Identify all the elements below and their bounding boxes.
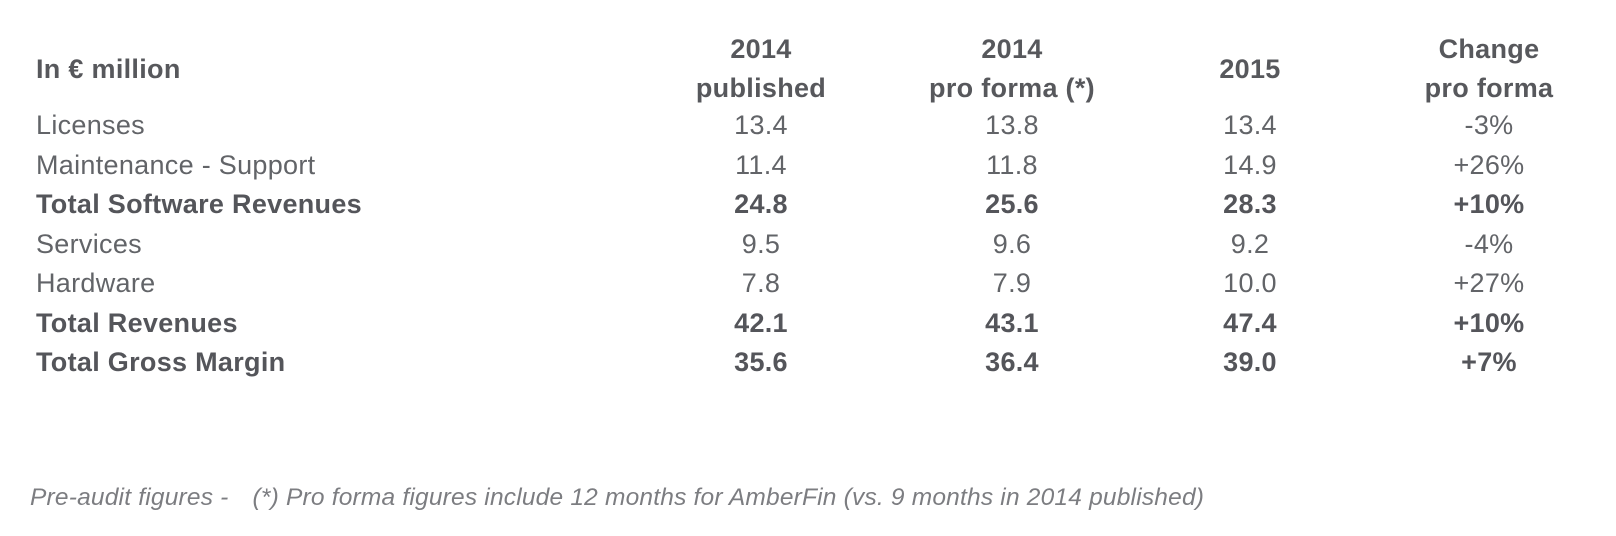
column-header-line: 2014 <box>730 34 792 64</box>
row-label: Total Revenues <box>36 307 238 338</box>
cell-change-pro-forma: +7% <box>1461 347 1517 378</box>
row-label: Licenses <box>36 110 145 141</box>
column-header-line: pro forma <box>1424 73 1554 103</box>
cell-2014-pro-forma: 13.8 <box>985 110 1039 141</box>
column-header-line: 2014 <box>981 34 1043 64</box>
column-header-change-pro-forma: Change pro forma <box>1362 30 1616 108</box>
table-row: Services 9.5 9.6 9.2 -4% <box>0 225 1616 265</box>
table-row: Total Revenues 42.1 43.1 47.4 +10% <box>0 304 1616 344</box>
footnote-pro-forma-note: (*) Pro forma figures include 12 months … <box>252 484 1205 511</box>
table-row: Total Software Revenues 24.8 25.6 28.3 +… <box>0 185 1616 225</box>
cell-2014-published: 11.4 <box>735 149 787 180</box>
cell-2014-published: 13.4 <box>734 110 788 141</box>
cell-change-pro-forma: -3% <box>1464 110 1514 141</box>
cell-2015: 13.4 <box>1223 110 1277 141</box>
row-label: Total Gross Margin <box>36 347 286 378</box>
cell-2015: 28.3 <box>1223 189 1277 220</box>
cell-2014-published: 35.6 <box>734 347 788 378</box>
footnote: Pre-audit figures - (*) Pro forma figures… <box>30 484 1204 512</box>
cell-2014-published: 24.8 <box>734 189 788 220</box>
cell-2014-published: 42.1 <box>734 307 788 338</box>
table-body: Licenses 13.4 13.8 13.4 -3% Maintenance … <box>0 106 1616 383</box>
cell-2015: 9.2 <box>1230 228 1270 259</box>
table-row: Licenses 13.4 13.8 13.4 -3% <box>0 106 1616 146</box>
table-row: Total Gross Margin 35.6 36.4 39.0 +7% <box>0 343 1616 383</box>
cell-2014-pro-forma: 9.6 <box>992 228 1032 259</box>
row-label: Hardware <box>36 268 156 299</box>
cell-2014-pro-forma: 11.8 <box>986 149 1038 180</box>
column-header-line: Change <box>1438 34 1540 64</box>
column-header-2015: 2015 <box>1138 30 1362 108</box>
row-label: Services <box>36 228 142 259</box>
footnote-pre-audit: Pre-audit figures - <box>30 484 229 511</box>
cell-change-pro-forma: -4% <box>1464 228 1514 259</box>
cell-2014-pro-forma: 43.1 <box>985 307 1039 338</box>
cell-2015: 10.0 <box>1223 268 1277 299</box>
cell-change-pro-forma: +26% <box>1453 149 1525 180</box>
cell-2014-pro-forma: 25.6 <box>985 189 1039 220</box>
cell-change-pro-forma: +10% <box>1453 189 1525 220</box>
table-header-row: In € million 2014 published 2014 pro for… <box>0 0 1616 108</box>
column-header-line: pro forma (*) <box>929 73 1095 103</box>
table-row: Hardware 7.8 7.9 10.0 +27% <box>0 264 1616 304</box>
row-label: Total Software Revenues <box>36 189 362 220</box>
cell-2014-published: 9.5 <box>741 228 781 259</box>
cell-2015: 39.0 <box>1223 347 1277 378</box>
table-row: Maintenance - Support 11.4 11.8 14.9 +26… <box>0 146 1616 186</box>
cell-2014-published: 7.8 <box>741 268 781 299</box>
column-header-2014-pro-forma: 2014 pro forma (*) <box>886 30 1138 108</box>
column-header-line: 2015 <box>1219 53 1281 84</box>
cell-2015: 14.9 <box>1223 149 1277 180</box>
unit-label: In € million <box>36 53 181 84</box>
row-label: Maintenance - Support <box>36 149 316 180</box>
cell-change-pro-forma: +10% <box>1453 307 1525 338</box>
cell-change-pro-forma: +27% <box>1453 268 1525 299</box>
cell-2014-pro-forma: 36.4 <box>985 347 1039 378</box>
column-header-2014-published: 2014 published <box>636 30 886 108</box>
cell-2015: 47.4 <box>1223 307 1277 338</box>
column-header-line: published <box>695 73 827 103</box>
cell-2014-pro-forma: 7.9 <box>992 268 1032 299</box>
